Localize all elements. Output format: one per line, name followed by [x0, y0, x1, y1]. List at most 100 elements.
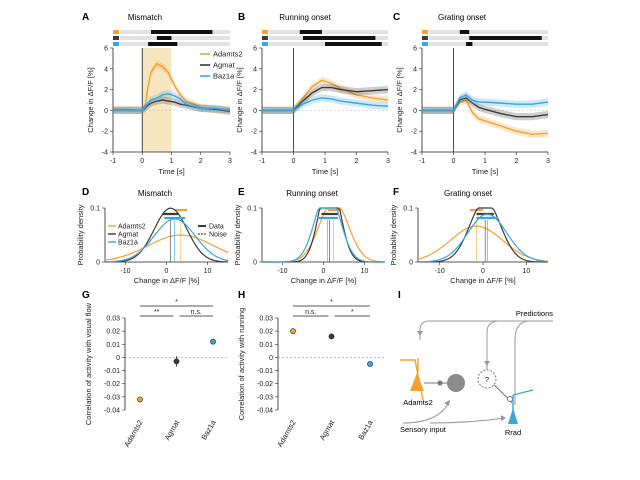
panel-c-title: Grating onset — [438, 13, 487, 22]
y-tick-label: 0.1 — [90, 206, 100, 213]
y-tick-label: -0.02 — [104, 381, 120, 388]
x-category-label: Agmat — [318, 418, 337, 442]
x-tick-label: 0 — [292, 158, 296, 165]
x-category-label: Adamts2 — [122, 419, 145, 449]
y-tick-label: -4 — [102, 150, 108, 157]
panel-letter-d: D — [82, 187, 89, 198]
y-tick-label: -0.01 — [104, 368, 120, 375]
y-axis-label: Correlation of activity with running — [237, 308, 246, 421]
inhibitory-synapse-icon — [507, 396, 513, 402]
sig-bar-track-adamts2 — [269, 30, 388, 34]
y-tick-label: -4 — [411, 150, 417, 157]
sig-bar-track-agmat — [120, 36, 230, 40]
x-tick-label: 0 — [165, 268, 169, 275]
y-tick-label: 2 — [104, 87, 108, 94]
panel-letter-f: F — [393, 187, 399, 198]
y-tick-label: 4 — [104, 66, 108, 73]
predictions-arrow-to-adamts2 — [419, 320, 553, 340]
density-curve-agmat — [417, 207, 549, 263]
y-tick-label: 0 — [253, 108, 257, 115]
y-tick-label: -0.03 — [257, 394, 273, 401]
y-tick-label: 0.03 — [106, 316, 120, 323]
sig-bar-swatch-agmat — [113, 36, 119, 40]
sig-bar-significant — [302, 36, 376, 40]
x-axis-label: Time [s] — [158, 167, 184, 176]
panel-letter-a: A — [82, 12, 89, 23]
x-tick-label: -1 — [110, 158, 116, 165]
unknown-neuron-label: ? — [485, 375, 489, 384]
data-point-adamts2 — [137, 396, 143, 403]
y-tick-label: 0.01 — [106, 342, 120, 349]
panel-letter-c: C — [393, 12, 400, 23]
y-tick-label: 2 — [253, 87, 257, 94]
series-band-adamts2 — [422, 96, 548, 138]
rrad-dendrite — [512, 389, 534, 396]
x-category-label: Baz1a — [356, 418, 375, 442]
y-tick-label: 0.02 — [259, 329, 273, 336]
y-tick-label: 6 — [413, 46, 417, 53]
x-tick-label: 1 — [323, 158, 327, 165]
legend-label-noise: Noise — [209, 232, 227, 239]
unknown-neuron-icon — [477, 369, 497, 389]
significance-label: n.s. — [305, 309, 316, 316]
series-line-baz1a — [262, 97, 389, 112]
sig-bar-swatch-baz1a — [113, 42, 119, 46]
x-tick-label: 2 — [199, 158, 203, 165]
density-curve-baz1a — [104, 218, 229, 263]
y-tick-label: 4 — [413, 66, 417, 73]
y-axis-label: Change in ΔF/F [%] — [86, 67, 95, 132]
arrowhead-icon — [484, 361, 490, 366]
arrowhead-icon — [417, 331, 423, 336]
interneuron-icon — [447, 374, 465, 392]
panel-a-title: Mismatch — [128, 13, 162, 22]
y-tick-label: 0 — [253, 260, 257, 267]
x-tick-label: 3 — [546, 158, 550, 165]
x-tick-label: 3 — [228, 158, 232, 165]
sig-bar-significant — [469, 36, 542, 40]
arrowhead-icon — [444, 400, 450, 406]
predictions-arrow-to-question — [486, 320, 553, 370]
x-tick-label: 2 — [355, 158, 359, 165]
rrad-label: Rrad — [505, 428, 521, 437]
density-curve-baz1a — [417, 213, 549, 263]
panel-e-title: Running onset — [286, 189, 338, 198]
x-tick-label: 10 — [522, 268, 530, 275]
sig-bar-swatch-baz1a — [422, 42, 428, 46]
panel-b-title: Running onset — [279, 13, 331, 22]
series-line-baz1a — [422, 93, 549, 112]
density-curve-adamts2 — [417, 225, 549, 262]
y-tick-label: -0.03 — [104, 394, 120, 401]
sig-bar-swatch-agmat — [422, 36, 428, 40]
significance-label: n.s. — [191, 309, 202, 316]
sensory-arrow-to-rrad — [429, 417, 506, 424]
sig-bar-track-adamts2 — [429, 30, 548, 34]
significance-label: ** — [154, 309, 160, 316]
x-tick-label: 2 — [515, 158, 519, 165]
x-tick-label: 0 — [452, 158, 456, 165]
y-tick-label: 4 — [253, 66, 257, 73]
panel-f-title: Grating onset — [444, 189, 493, 198]
density-curve-adamts2 — [261, 207, 386, 263]
legend-label-data: Data — [209, 224, 224, 231]
legend-label-adamts2: Adamts2 — [213, 50, 243, 59]
x-tick-label: 0 — [140, 158, 144, 165]
data-point-adamts2 — [290, 328, 296, 335]
x-category-label: Agmat — [163, 418, 182, 442]
y-axis-label: Change in ΔF/F [%] — [235, 67, 244, 132]
y-tick-label: -0.04 — [104, 408, 120, 415]
y-tick-label: 0.1 — [403, 206, 413, 213]
sig-bar-swatch-adamts2 — [422, 30, 428, 34]
x-category-label: Adamts2 — [275, 419, 298, 449]
y-tick-label: -2 — [251, 129, 257, 136]
legend-label-agmat: Agmat — [213, 61, 236, 70]
x-tick-label: -10 — [120, 268, 130, 275]
sensory-input-label: Sensory input — [400, 425, 447, 434]
x-axis-label: Change in ΔF/F [%] — [291, 276, 356, 285]
sig-bar-significant — [459, 30, 470, 34]
y-axis-label: Change in ΔF/F [%] — [395, 67, 404, 132]
y-tick-label: 0 — [269, 355, 273, 362]
sig-bar-swatch-adamts2 — [113, 30, 119, 34]
sig-bar-significant — [325, 42, 382, 46]
panel-letter-b: B — [238, 12, 245, 23]
panel-letter-h: H — [238, 290, 245, 301]
